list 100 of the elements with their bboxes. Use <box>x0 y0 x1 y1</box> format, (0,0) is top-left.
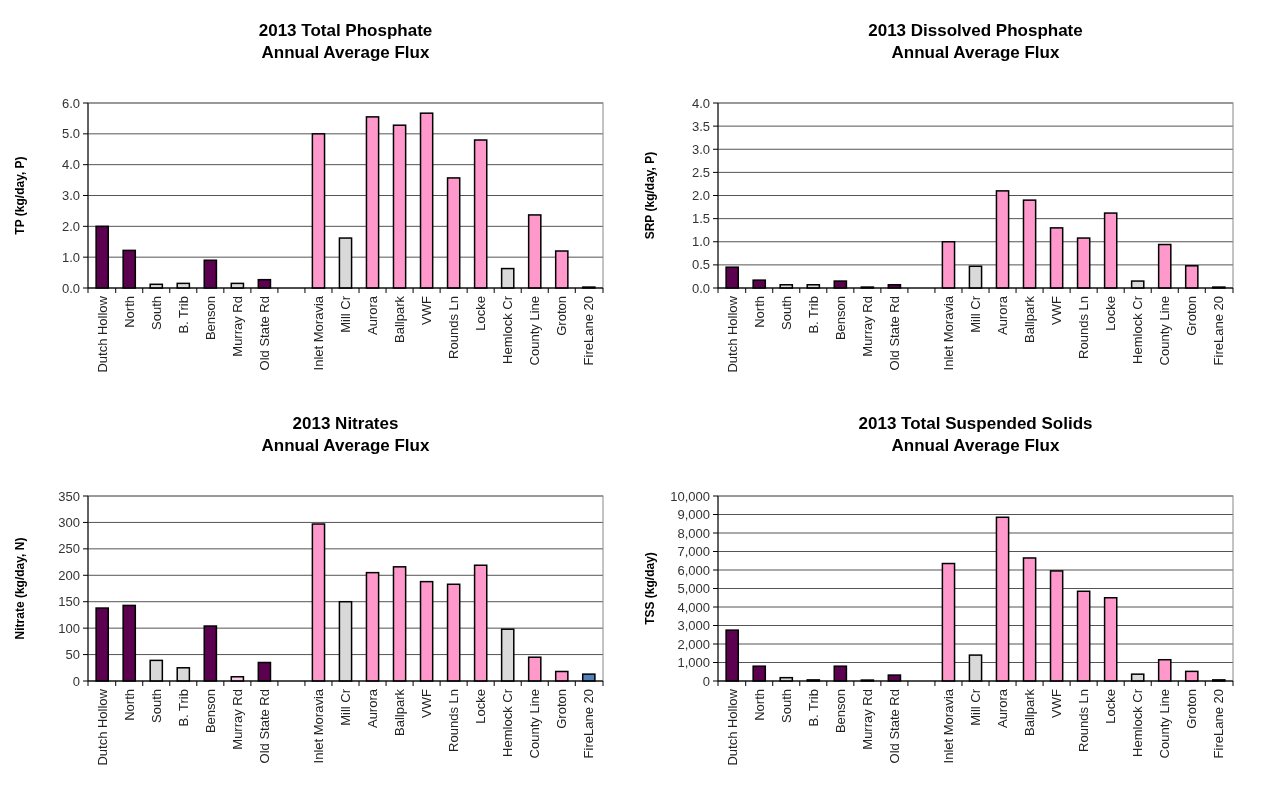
x-tick-label: Mill Cr <box>338 295 354 333</box>
x-tick-label: Rounds Ln <box>1076 689 1092 752</box>
x-tick-label: Groton <box>554 689 570 729</box>
y-tick-label: 2.0 <box>61 218 80 234</box>
y-axis-title: TSS (kg/day) <box>643 552 657 625</box>
x-tick-label: Locke <box>473 689 489 724</box>
y-tick-label: 200 <box>58 567 80 583</box>
y-tick-label: 0.0 <box>691 280 710 296</box>
x-tick-label: Dutch Hollow <box>94 688 110 766</box>
y-tick-label: 1,000 <box>677 655 710 671</box>
y-tick-label: 5,000 <box>677 581 710 597</box>
y-tick-label: 4.0 <box>691 95 710 111</box>
x-tick-label: B. Trib <box>175 296 191 334</box>
y-tick-label: 9,000 <box>677 507 710 523</box>
y-tick-label: 3.0 <box>61 188 80 204</box>
x-tick-label: Aurora <box>365 688 381 729</box>
y-tick-label: 4.0 <box>61 157 80 173</box>
y-tick-label: 3.0 <box>691 141 710 157</box>
y-tick-label: 7,000 <box>677 544 710 560</box>
x-tick-label: Inlet Moravia <box>311 688 327 764</box>
y-tick-label: 3.5 <box>691 118 710 134</box>
y-tick-label: 4,000 <box>677 599 710 615</box>
x-tick-label: County Line <box>527 296 543 366</box>
x-tick-label: B. Trib <box>805 296 821 334</box>
x-tick-label: Aurora <box>365 295 381 336</box>
x-tick-label: North <box>121 296 137 328</box>
x-tick-label: Locke <box>1103 296 1119 331</box>
x-tick-label: Ballpark <box>1022 688 1038 736</box>
x-tick-label: South <box>778 296 794 330</box>
x-tick-label: Hemlock Cr <box>1130 295 1146 364</box>
y-tick-label: 5.0 <box>61 126 80 142</box>
y-tick-label: 250 <box>58 541 80 557</box>
y-axis-title: Nitrate (kg/day, N) <box>13 537 27 640</box>
x-tick-label: Groton <box>554 296 570 336</box>
y-tick-label: 10,000 <box>670 488 710 504</box>
x-tick-label: South <box>148 296 164 330</box>
x-tick-label: Rounds Ln <box>446 296 462 359</box>
y-tick-label: 350 <box>58 488 80 504</box>
x-tick-label: Ballpark <box>392 688 408 736</box>
x-tick-label: South <box>148 689 164 723</box>
y-axis-title: TP (kg/day, P) <box>13 156 27 235</box>
y-tick-label: 0 <box>702 673 710 689</box>
x-tick-label: VWF <box>1049 295 1065 325</box>
y-tick-label: 100 <box>58 620 80 636</box>
x-tick-label: Locke <box>473 296 489 331</box>
x-tick-label: Hemlock Cr <box>500 688 516 757</box>
y-tick-label: 150 <box>58 594 80 610</box>
x-tick-label: Ballpark <box>1022 295 1038 343</box>
x-tick-label: FireLane 20 <box>581 689 597 759</box>
x-tick-label: Benson <box>832 296 848 341</box>
y-tick-label: 1.0 <box>691 234 710 250</box>
x-tick-label: FireLane 20 <box>1211 296 1227 366</box>
y-tick-label: 0 <box>72 673 80 689</box>
x-tick-label: B. Trib <box>175 689 191 727</box>
x-tick-label: Groton <box>1184 689 1200 729</box>
x-tick-label: Mill Cr <box>968 688 984 726</box>
x-tick-label: Murray Rd <box>229 296 245 357</box>
y-tick-label: 0.0 <box>61 280 80 296</box>
x-tick-label: FireLane 20 <box>1211 689 1227 759</box>
x-tick-label: Dutch Hollow <box>724 688 740 766</box>
x-tick-label: North <box>121 689 137 721</box>
y-tick-label: 6,000 <box>677 562 710 578</box>
y-tick-label: 300 <box>58 514 80 530</box>
y-axis-title: SRP (kg/day, P) <box>643 151 657 240</box>
x-tick-label: Mill Cr <box>968 295 984 333</box>
chart-title: 2013 Total Suspended Solids Annual Average Flux <box>858 414 1093 455</box>
x-tick-label: Hemlock Cr <box>500 295 516 364</box>
x-tick-label: VWF <box>419 295 435 325</box>
x-tick-label: Dutch Hollow <box>94 295 110 373</box>
y-tick-label: 6.0 <box>61 95 80 111</box>
y-tick-label: 3,000 <box>677 618 710 634</box>
x-tick-label: Aurora <box>995 688 1011 729</box>
x-tick-label: Benson <box>202 296 218 341</box>
x-tick-label: South <box>778 689 794 723</box>
x-tick-label: Rounds Ln <box>446 689 462 752</box>
chart-title: 2013 Dissolved Phosphate Annual Average Flux <box>868 21 1083 62</box>
x-tick-label: Locke <box>1103 689 1119 724</box>
x-tick-label: County Line <box>1157 689 1173 759</box>
y-tick-label: 1.5 <box>691 211 710 227</box>
x-tick-label: Inlet Moravia <box>941 295 957 371</box>
x-tick-label: Benson <box>832 689 848 734</box>
y-tick-label: 50 <box>65 647 80 663</box>
x-tick-label: Mill Cr <box>338 688 354 726</box>
y-tick-label: 2.0 <box>691 188 710 204</box>
x-tick-label: Inlet Moravia <box>311 295 327 371</box>
x-tick-label: VWF <box>1049 688 1065 718</box>
x-tick-label: Murray Rd <box>229 689 245 750</box>
x-tick-label: Dutch Hollow <box>724 295 740 373</box>
x-tick-label: North <box>751 689 767 721</box>
x-tick-label: North <box>751 296 767 328</box>
x-tick-label: Benson <box>202 689 218 734</box>
x-tick-label: County Line <box>1157 296 1173 366</box>
x-tick-label: FireLane 20 <box>581 296 597 366</box>
x-tick-label: Aurora <box>995 295 1011 336</box>
y-tick-label: 2,000 <box>677 636 710 652</box>
x-tick-label: Inlet Moravia <box>941 688 957 764</box>
x-tick-label: County Line <box>527 689 543 759</box>
y-tick-label: 8,000 <box>677 525 710 541</box>
x-tick-label: Old State Rd <box>886 296 902 371</box>
x-tick-label: Ballpark <box>392 295 408 343</box>
